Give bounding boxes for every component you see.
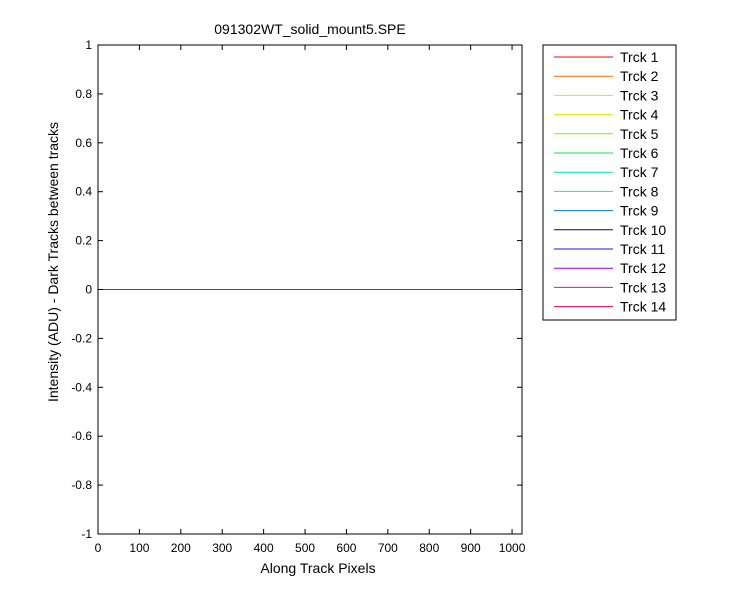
x-tick-label: 600 — [336, 541, 356, 555]
legend-item: Trck 12 — [554, 260, 666, 276]
x-tick-label: 400 — [254, 541, 274, 555]
legend-item: Trck 14 — [554, 299, 666, 315]
legend-item: Trck 11 — [554, 241, 665, 257]
legend-item: Trck 1 — [554, 49, 659, 65]
x-tick-label: 200 — [171, 541, 191, 555]
legend-label: Trck 7 — [620, 164, 659, 180]
y-axis-ticks: 1 0.8 0.6 0.4 0.2 0 -0.2 -0.4 -0.6 -0.8 -1 — [71, 38, 522, 541]
x-tick-label: 800 — [419, 541, 439, 555]
y-tick-label: -0.4 — [71, 380, 92, 394]
legend-label: Trck 12 — [620, 260, 666, 276]
y-tick-label: -0.6 — [71, 429, 92, 443]
legend-label: Trck 4 — [620, 107, 659, 123]
legend-label: Trck 13 — [620, 279, 666, 295]
x-tick-label: 700 — [378, 541, 398, 555]
legend-label: Trck 6 — [620, 145, 659, 161]
x-axis-label: Along Track Pixels — [260, 560, 375, 576]
legend-item: Trck 9 — [554, 203, 659, 219]
legend-item: Trck 3 — [554, 87, 659, 103]
x-tick-label: 300 — [212, 541, 232, 555]
y-axis-label: Intensity (ADU) - Dark Tracks between tr… — [45, 122, 61, 402]
x-tick-label: 100 — [129, 541, 149, 555]
x-tick-label: 1000 — [499, 541, 526, 555]
legend-item: Trck 2 — [554, 68, 659, 84]
y-tick-label: 1 — [85, 38, 92, 52]
y-tick-label: 0.6 — [75, 136, 92, 150]
legend-label: Trck 3 — [620, 87, 659, 103]
y-tick-label: 0.2 — [75, 234, 92, 248]
x-tick-label: 500 — [295, 541, 315, 555]
legend: Trck 1 Trck 2 Trck 3 Trck 4 Trck 5 Trck 6 Trck… — [542, 44, 677, 321]
legend-item: Trck 8 — [554, 183, 659, 199]
y-tick-label: 0.4 — [75, 185, 92, 199]
x-tick-label: 900 — [461, 541, 481, 555]
legend-item: Trck 4 — [554, 107, 659, 123]
legend-label: Trck 5 — [620, 126, 659, 142]
legend-box — [542, 44, 677, 321]
legend-label: Trck 2 — [620, 68, 659, 84]
chart-title: 091302WT_solid_mount5.SPE — [214, 21, 405, 37]
legend-item: Trck 5 — [554, 126, 659, 142]
y-tick-label: -0.2 — [71, 331, 92, 345]
legend-item: Trck 10 — [554, 222, 666, 238]
y-tick-label: -0.8 — [71, 478, 92, 492]
legend-item: Trck 6 — [554, 145, 659, 161]
x-axis-ticks: 0 100 200 300 400 500 600 700 800 900 1000 — [95, 45, 526, 555]
y-tick-label: 0.8 — [75, 87, 92, 101]
legend-label: Trck 14 — [620, 299, 666, 315]
legend-label: Trck 11 — [620, 241, 665, 257]
y-tick-label: -1 — [81, 527, 92, 541]
legend-label: Trck 8 — [620, 183, 659, 199]
legend-label: Trck 9 — [620, 203, 659, 219]
x-tick-label: 0 — [95, 541, 102, 555]
legend-items: Trck 1 Trck 2 Trck 3 Trck 4 Trck 5 Trck 6 Trck… — [554, 49, 666, 315]
y-tick-label: 0 — [85, 283, 92, 297]
legend-label: Trck 1 — [620, 49, 659, 65]
legend-item: Trck 7 — [554, 164, 659, 180]
legend-item: Trck 13 — [554, 279, 666, 295]
legend-label: Trck 10 — [620, 222, 666, 238]
